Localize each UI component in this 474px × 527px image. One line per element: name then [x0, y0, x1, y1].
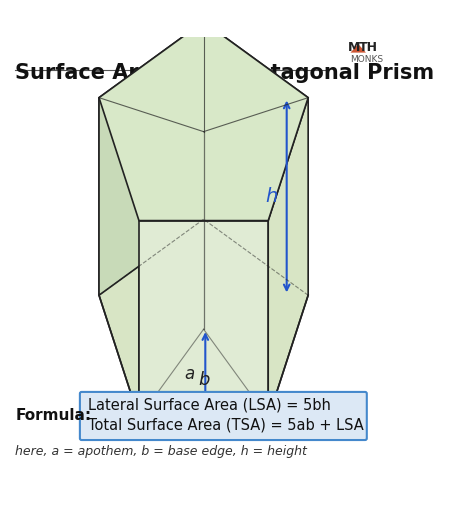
Polygon shape — [99, 97, 139, 418]
Polygon shape — [139, 221, 268, 418]
Text: here, a = apothem, b = base edge, h = height: here, a = apothem, b = base edge, h = he… — [16, 445, 307, 458]
Text: Total Surface Area (TSA) = 5ab + LSA: Total Surface Area (TSA) = 5ab + LSA — [89, 418, 364, 433]
Text: MONKS: MONKS — [350, 55, 383, 64]
Text: h: h — [266, 187, 278, 206]
Text: TH: TH — [359, 41, 378, 54]
Text: Surface Area of a Pentagonal Prism: Surface Area of a Pentagonal Prism — [16, 63, 435, 83]
FancyBboxPatch shape — [80, 392, 367, 440]
Text: M: M — [348, 41, 360, 54]
Polygon shape — [350, 44, 366, 53]
Text: Lateral Surface Area (LSA) = 5bh: Lateral Surface Area (LSA) = 5bh — [89, 397, 331, 412]
Polygon shape — [99, 22, 308, 221]
Polygon shape — [204, 22, 308, 295]
Text: a: a — [185, 365, 195, 383]
Polygon shape — [268, 97, 308, 418]
Polygon shape — [99, 22, 204, 295]
Text: b: b — [198, 371, 210, 389]
Text: Formula:: Formula: — [16, 407, 91, 423]
